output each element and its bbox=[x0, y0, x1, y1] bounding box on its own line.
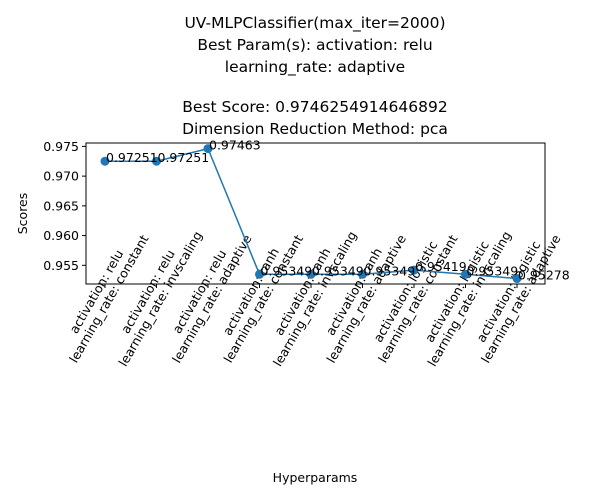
y-axis: 0.955 0.960 0.965 0.970 0.975 bbox=[43, 139, 86, 273]
title-line: Best Score: 0.9746254914646892 bbox=[182, 98, 447, 116]
plot-area-frame bbox=[85, 142, 546, 285]
data-label: 0.95419 bbox=[415, 259, 467, 274]
x-axis-label: Hyperparams bbox=[273, 470, 358, 485]
data-label: 0.97251 bbox=[158, 150, 210, 165]
data-point bbox=[409, 265, 419, 275]
data-point bbox=[358, 269, 367, 279]
chart-title: UV-MLPClassifier(max_iter=2000) Best Para… bbox=[182, 14, 448, 138]
data-point bbox=[461, 269, 470, 279]
data-point bbox=[255, 269, 264, 279]
y-tick-label: 0.970 bbox=[43, 169, 79, 184]
title-line: Dimension Reduction Method: pca bbox=[182, 120, 448, 138]
data-label: 0.97463 bbox=[209, 138, 261, 153]
data-point bbox=[306, 269, 316, 279]
y-tick-label: 0.975 bbox=[43, 139, 79, 154]
title-line: learning_rate: adaptive bbox=[225, 58, 405, 77]
data-point bbox=[152, 156, 161, 166]
data-point bbox=[100, 156, 110, 166]
data-point bbox=[203, 144, 213, 154]
series-points bbox=[100, 144, 522, 284]
data-label: 0.95349 bbox=[364, 263, 416, 278]
data-label: 0.95349 bbox=[467, 263, 519, 278]
data-point bbox=[512, 274, 522, 284]
y-tick-label: 0.960 bbox=[43, 228, 79, 243]
y-tick-label: 0.965 bbox=[43, 198, 79, 213]
data-label: 0.95349 bbox=[261, 263, 313, 278]
x-axis: activation: relulearning_rate: constanta… bbox=[66, 228, 564, 368]
y-axis-label: Scores bbox=[15, 193, 30, 235]
data-label: 0.95278 bbox=[518, 268, 570, 283]
title-line: Best Param(s): activation: relu bbox=[197, 36, 432, 54]
y-tick-label: 0.955 bbox=[43, 258, 79, 273]
data-label: 0.97251 bbox=[106, 150, 158, 165]
title-line: UV-MLPClassifier(max_iter=2000) bbox=[184, 14, 445, 33]
data-label: 0.95349 bbox=[312, 263, 364, 278]
